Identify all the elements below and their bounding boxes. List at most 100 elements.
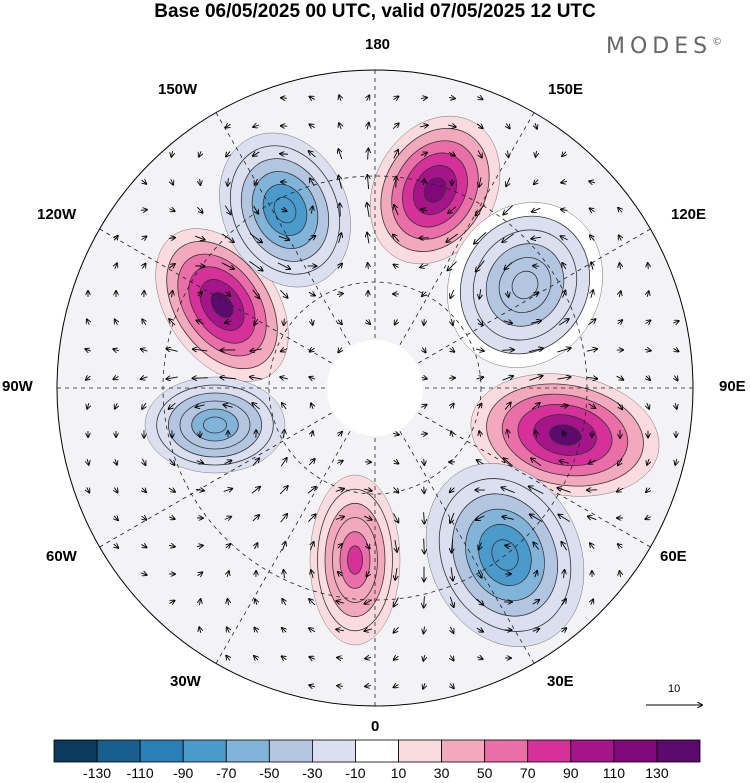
wind-arrow bbox=[504, 262, 512, 270]
wind-arrow bbox=[195, 405, 205, 407]
wind-arrow bbox=[311, 318, 313, 325]
lon-label-0: 0 bbox=[371, 718, 380, 735]
wind-arrow bbox=[366, 571, 369, 576]
wind-arrow bbox=[590, 543, 594, 550]
wind-arrow bbox=[228, 178, 229, 186]
wind-arrow bbox=[279, 486, 288, 495]
wind-arrow bbox=[395, 568, 397, 580]
anomaly-field bbox=[57, 70, 693, 706]
wind-arrow bbox=[227, 571, 229, 577]
wind-arrow bbox=[200, 178, 201, 185]
wind-arrow bbox=[250, 349, 262, 351]
wind-arrow bbox=[588, 404, 596, 408]
wind-arrow bbox=[560, 236, 568, 240]
wind-arrow bbox=[311, 431, 313, 437]
lon-label-60w: 60W bbox=[46, 548, 77, 565]
wind-arrow bbox=[224, 460, 232, 463]
wind-arrow bbox=[196, 461, 204, 464]
wind-arrow bbox=[450, 289, 453, 298]
map-border bbox=[56, 69, 694, 707]
wind-arrow bbox=[282, 628, 286, 632]
reference-vector-label: 10 bbox=[668, 683, 681, 695]
wind-arrow bbox=[618, 544, 623, 548]
colorbar-label: -10 bbox=[345, 765, 366, 781]
wind-arrow bbox=[392, 123, 399, 129]
wind-arrow bbox=[564, 570, 565, 579]
wind-arrow bbox=[199, 599, 200, 606]
wind-arrow bbox=[420, 265, 429, 268]
wind-arrow bbox=[368, 263, 369, 270]
wind-arrow bbox=[478, 150, 482, 157]
wind-arrow bbox=[394, 597, 399, 607]
wind-arrow bbox=[648, 263, 649, 270]
wind-arrow bbox=[339, 95, 341, 101]
pole-mask bbox=[327, 340, 423, 436]
wind-arrow bbox=[278, 235, 289, 240]
wind-arrow bbox=[169, 209, 174, 211]
wind-arrow bbox=[450, 596, 453, 607]
meridian-line bbox=[99, 228, 651, 548]
wind-arrow bbox=[561, 181, 568, 182]
wind-arrow bbox=[479, 289, 480, 298]
wind-arrow bbox=[503, 321, 512, 324]
wind-arrow bbox=[505, 545, 512, 546]
wind-arrow bbox=[366, 544, 369, 549]
wind-arrow bbox=[228, 599, 229, 606]
wind-arrow bbox=[113, 349, 119, 351]
meridian-line bbox=[99, 228, 651, 548]
colorbar-label: -50 bbox=[259, 765, 280, 781]
wind-arrow bbox=[171, 179, 173, 185]
wind-arrow bbox=[586, 349, 597, 351]
wind-arrow bbox=[476, 628, 483, 632]
wind-arrow bbox=[448, 97, 455, 98]
colorbar-swatch bbox=[527, 739, 572, 763]
wind-arrow bbox=[339, 233, 342, 244]
colorbar-swatch bbox=[355, 739, 399, 763]
wind-arrow bbox=[115, 403, 117, 408]
colorbar bbox=[53, 739, 701, 763]
wind-arrow bbox=[337, 658, 344, 659]
wind-arrow bbox=[477, 460, 484, 464]
wind-arrow bbox=[476, 377, 484, 379]
lon-label-180: 180 bbox=[365, 36, 391, 53]
wind-arrow bbox=[424, 458, 425, 465]
wind-arrow bbox=[501, 487, 515, 494]
wind-arrow bbox=[284, 570, 285, 579]
wind-arrow bbox=[114, 544, 119, 548]
colorbar-swatch bbox=[182, 739, 227, 763]
wind-arrow bbox=[479, 431, 481, 438]
wind-arrow bbox=[586, 377, 598, 378]
wind-arrow bbox=[254, 318, 258, 325]
wind-arrow bbox=[142, 402, 146, 409]
wind-arrow bbox=[502, 376, 514, 381]
colorbar-swatch bbox=[656, 739, 701, 763]
wind-arrow bbox=[226, 124, 231, 128]
wind-arrow bbox=[645, 517, 651, 519]
wind-arrow bbox=[476, 349, 484, 351]
lon-label-90e: 90E bbox=[719, 378, 746, 395]
wind-arrow bbox=[647, 458, 649, 465]
wind-arrow bbox=[254, 178, 257, 185]
wind-arrow bbox=[335, 489, 344, 492]
wind-arrow bbox=[563, 290, 566, 298]
wind-arrow bbox=[199, 151, 201, 156]
wind-arrow bbox=[221, 262, 234, 269]
wind-arrow bbox=[423, 654, 425, 661]
wind-arrow bbox=[223, 489, 233, 492]
wind-arrow bbox=[367, 175, 368, 190]
wind-arrow bbox=[535, 150, 536, 157]
wind-arrow bbox=[250, 377, 263, 379]
wind-arrow bbox=[141, 545, 146, 548]
wind-arrow bbox=[451, 539, 452, 552]
wind-arrow bbox=[168, 264, 175, 268]
wind-arrow bbox=[448, 152, 455, 156]
wind-arrow bbox=[336, 629, 344, 630]
wind-arrow bbox=[336, 293, 343, 294]
wind-arrow bbox=[588, 319, 595, 326]
wind-arrow bbox=[114, 516, 118, 520]
wind-arrow bbox=[307, 487, 316, 494]
wind-arrow bbox=[198, 572, 203, 576]
wind-arrow bbox=[477, 318, 482, 325]
wind-arrow bbox=[309, 657, 315, 659]
wind-arrow bbox=[588, 460, 596, 464]
